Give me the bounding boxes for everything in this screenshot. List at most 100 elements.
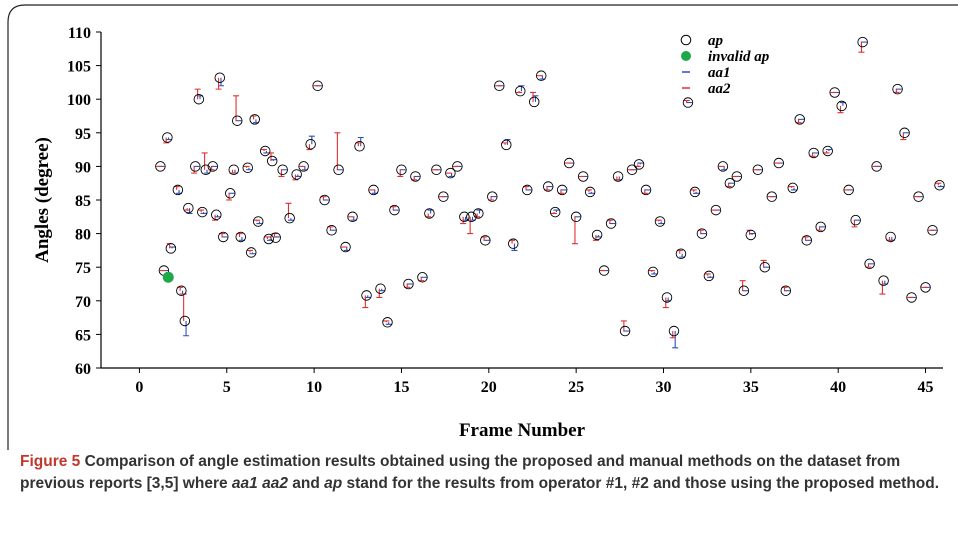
point [165, 243, 177, 254]
point [438, 191, 449, 202]
caption: Figure 5 Comparison of angle estimation … [20, 451, 940, 495]
point [487, 191, 498, 202]
error-tick [198, 209, 205, 213]
x-tick-label: 20 [481, 379, 497, 396]
point [211, 209, 222, 221]
error-tick [215, 77, 222, 90]
point [696, 228, 708, 239]
error-tick [334, 132, 341, 170]
point [815, 221, 826, 233]
point [263, 233, 274, 245]
point [382, 317, 393, 328]
point [598, 265, 610, 276]
point [473, 208, 484, 219]
error-tick [200, 212, 207, 214]
point [535, 70, 547, 81]
frame [7, 4, 958, 450]
point [200, 164, 212, 176]
y-tick-label: 70 [75, 294, 91, 311]
error-tick [790, 187, 797, 191]
error-tick [264, 236, 271, 239]
x-tick-label: 35 [743, 379, 759, 396]
error-tick [588, 191, 595, 194]
y-tick-label: 80 [75, 227, 91, 244]
point [183, 202, 194, 214]
point [920, 282, 931, 293]
point [417, 272, 428, 283]
point [612, 171, 624, 182]
point [773, 157, 785, 169]
error-tick [837, 105, 844, 114]
y-tick-label: 75 [75, 260, 91, 277]
x-tick-label: 5 [223, 379, 231, 396]
point [361, 290, 372, 301]
error-tick [655, 219, 662, 222]
point [319, 194, 330, 206]
point [521, 184, 533, 196]
point [466, 211, 477, 223]
y-tick-label: 65 [75, 327, 91, 344]
point [452, 161, 463, 172]
point [375, 283, 386, 294]
caption-text: Comparison of angle estimation results o… [20, 453, 901, 492]
point [780, 285, 792, 296]
legend-label: ap [708, 33, 724, 49]
point [480, 235, 491, 246]
legend-label: aa2 [708, 81, 731, 97]
error-tick [245, 167, 252, 171]
caption-text: aa1 aa2 [231, 475, 288, 492]
error-tick [201, 152, 208, 170]
point [176, 285, 187, 296]
point [724, 177, 736, 189]
point [927, 224, 938, 236]
error-tick [879, 280, 886, 295]
error-tick [249, 252, 256, 255]
error-tick [825, 149, 832, 151]
point [396, 164, 407, 176]
point [326, 224, 337, 236]
point [759, 261, 771, 273]
y-tick-label: 100 [67, 92, 91, 109]
point [850, 214, 861, 226]
point [878, 275, 889, 286]
point [445, 167, 456, 179]
legend-swatch [680, 34, 692, 46]
error-tick [226, 193, 233, 201]
point [291, 169, 302, 180]
x-tick-label: 40 [830, 379, 846, 396]
y-tick-label: 90 [75, 159, 91, 176]
caption-text: stand for the results from operator #1, … [342, 475, 940, 492]
error-tick [651, 271, 658, 275]
point [494, 80, 505, 92]
point [266, 155, 278, 167]
error-tick [385, 322, 392, 325]
x-tick-label: 45 [918, 379, 934, 396]
error-tick [690, 189, 697, 192]
caption-text: and [287, 475, 325, 492]
point [277, 164, 288, 176]
error-tick [669, 331, 676, 339]
error-tick [788, 186, 795, 188]
point [556, 184, 568, 196]
error-tick [516, 91, 523, 94]
x-tick-label: 15 [393, 379, 409, 396]
point [218, 231, 229, 243]
error-tick [937, 185, 944, 188]
point [528, 96, 540, 108]
error-tick [637, 162, 644, 165]
error-tick [683, 99, 690, 103]
point [333, 164, 344, 176]
error-tick [256, 221, 263, 225]
point [892, 83, 903, 95]
point [731, 171, 743, 182]
error-tick [511, 243, 518, 251]
point [179, 315, 191, 327]
error-tick [672, 331, 679, 349]
point [899, 127, 910, 139]
point [340, 241, 351, 253]
error-tick [383, 320, 390, 323]
caption-text: ap [324, 475, 343, 492]
y-axis-label: Angles (degree) [32, 137, 53, 263]
point [647, 266, 659, 278]
point [259, 145, 271, 157]
